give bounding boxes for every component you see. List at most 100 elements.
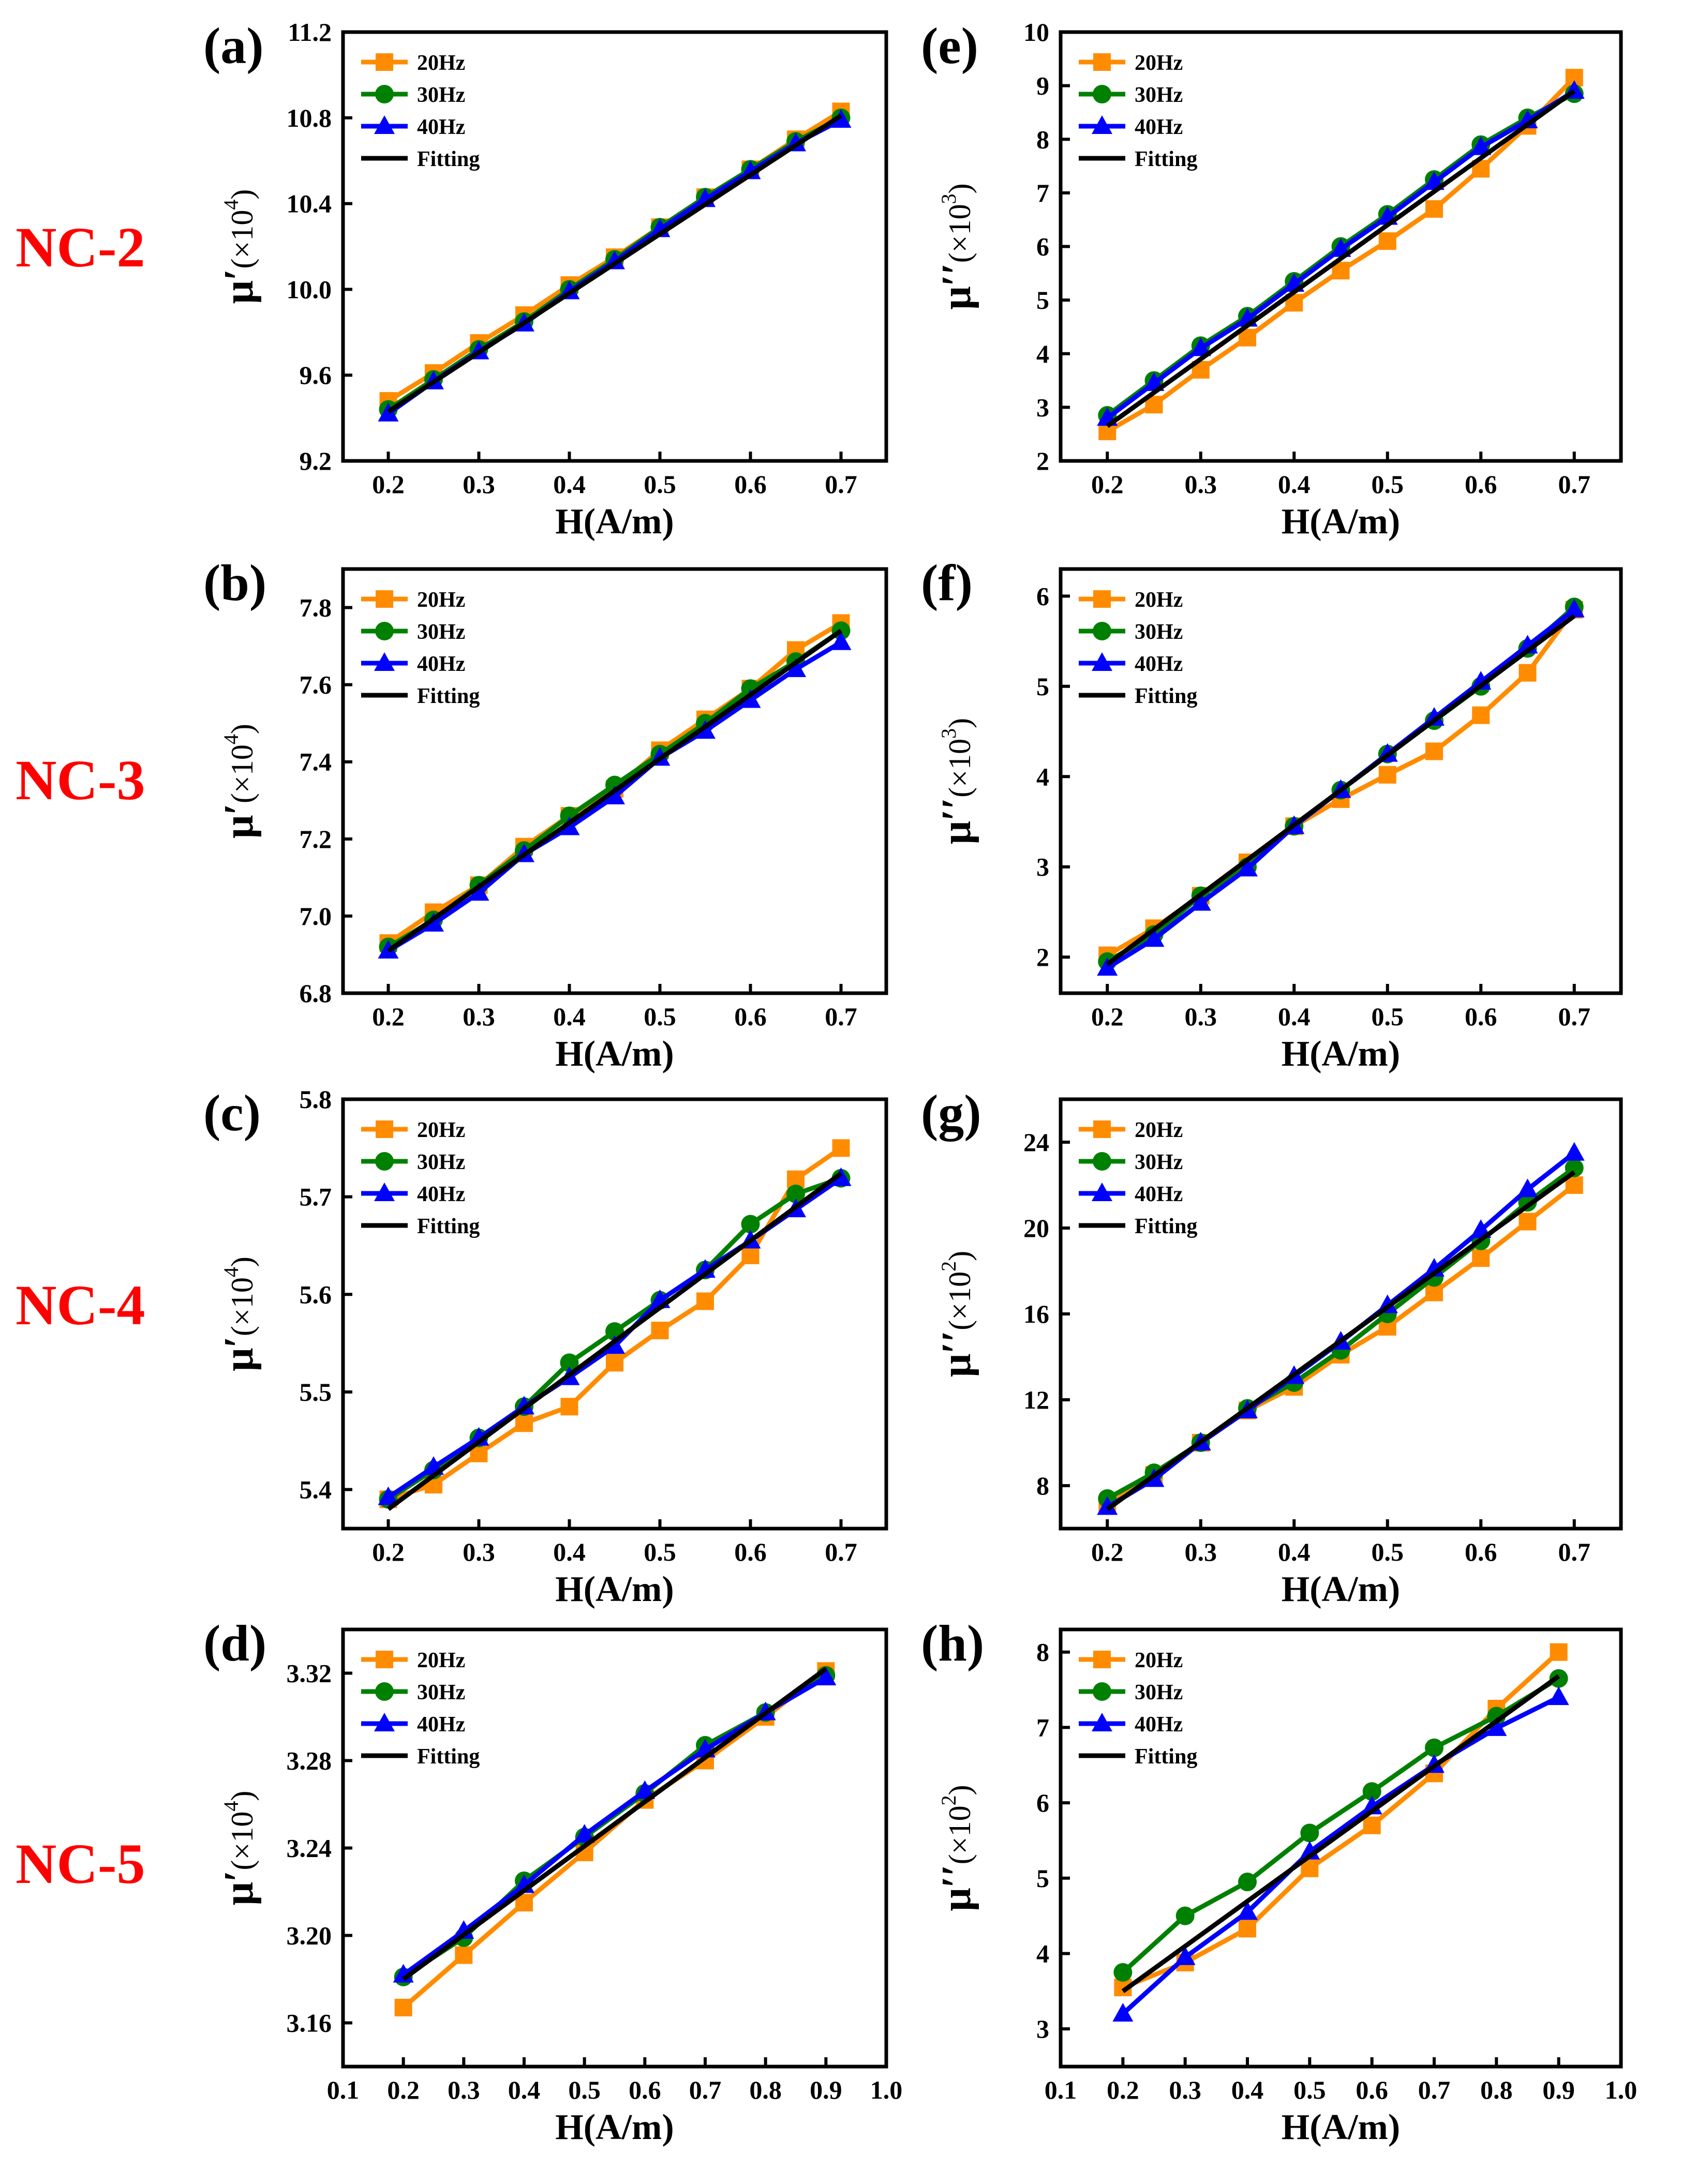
data-point-40Hz — [1174, 1946, 1196, 1965]
fitting-line — [1106, 614, 1576, 966]
y-axis-label-symbol: μ′ — [216, 1336, 262, 1371]
x-tick-label: 0.6 — [734, 1002, 767, 1031]
data-point-20Hz — [1378, 232, 1396, 250]
panel-letter: (c) — [203, 1084, 261, 1142]
plot-frame — [1059, 567, 1623, 995]
legend: 20Hz 30Hz 40Hz Fitting — [1079, 1649, 1197, 1769]
data-point-40Hz — [468, 882, 489, 901]
data-point-40Hz — [1424, 707, 1445, 726]
x-tick-label: 0.1 — [327, 2075, 360, 2104]
y-tick-label: 10.8 — [287, 103, 332, 132]
legend-marker — [375, 622, 394, 640]
x-tick-label: 0.3 — [1185, 470, 1217, 499]
legend-marker — [374, 652, 395, 671]
x-tick-label: 0.7 — [1418, 2075, 1451, 2104]
x-tick-label: 0.3 — [1185, 1537, 1217, 1566]
y-axis-label-close: ) — [943, 183, 977, 193]
panel-letter: (d) — [203, 1614, 266, 1672]
fitting-line — [1106, 89, 1576, 428]
legend-label: Fitting — [417, 1215, 480, 1238]
x-tick-label: 0.5 — [1293, 2075, 1326, 2104]
legend-label: 40Hz — [1135, 1183, 1183, 1206]
x-tick-label: 0.5 — [568, 2075, 601, 2104]
data-point-40Hz — [1486, 1717, 1507, 1736]
data-point-40Hz — [378, 402, 399, 422]
data-point-20Hz — [1519, 664, 1537, 682]
data-point-40Hz — [1097, 957, 1118, 976]
x-axis-label: H(A/m) — [1282, 502, 1400, 542]
y-tick-label: 3.20 — [287, 1921, 332, 1950]
legend-label: 30Hz — [417, 620, 465, 644]
x-tick-label: 0.7 — [1558, 1537, 1591, 1566]
x-axis-label: H(A/m) — [1282, 1034, 1400, 1074]
y-tick-label: 9.2 — [300, 446, 332, 475]
y-tick-label: 3.16 — [287, 2009, 332, 2038]
y-axis-label-close: ) — [225, 1256, 259, 1267]
legend-label: 20Hz — [1135, 588, 1183, 612]
panel-letter: (a) — [203, 17, 264, 74]
x-tick-label: 0.7 — [689, 2075, 722, 2104]
y-axis-label-symbol: μ′ — [216, 1870, 262, 1905]
y-tick-label: 5.8 — [300, 1085, 332, 1114]
y-tick-label: 10.4 — [287, 189, 332, 218]
y-tick-label: 12 — [1023, 1385, 1049, 1414]
data-point-40Hz — [604, 1335, 625, 1354]
legend-marker — [1093, 622, 1111, 640]
y-tick-label: 3 — [1036, 393, 1049, 422]
legend-marker — [376, 53, 393, 71]
x-tick-label: 0.4 — [553, 1537, 586, 1566]
x-tick-label: 0.7 — [1558, 470, 1591, 499]
data-point-40Hz — [1564, 599, 1585, 618]
data-point-40Hz — [423, 913, 444, 932]
legend-label: 40Hz — [417, 652, 465, 676]
legend-label: Fitting — [417, 684, 480, 708]
panel-letter: (f) — [921, 554, 973, 611]
series-line-40Hz — [1121, 1695, 1560, 2016]
legend-marker — [1092, 1183, 1112, 1201]
data-point-30Hz — [1113, 1963, 1133, 1982]
y-axis-label-symbol: μ′ — [216, 268, 262, 304]
y-tick-label: 10.0 — [287, 275, 332, 304]
data-point-30Hz — [786, 1184, 805, 1203]
data-point-40Hz — [453, 1920, 474, 1939]
data-point-40Hz — [1470, 136, 1492, 155]
plot-frame — [341, 567, 888, 995]
data-point-20Hz — [696, 1292, 714, 1310]
y-tick-label: 7.6 — [300, 670, 332, 699]
data-point-40Hz — [378, 1486, 399, 1505]
x-tick-label: 0.6 — [1465, 1537, 1497, 1566]
fitting-line — [1106, 1170, 1576, 1512]
y-tick-label: 5 — [1036, 286, 1049, 315]
y-axis-label: μ′′(×103) — [934, 718, 979, 844]
y-axis-label-scale: (×10 — [225, 744, 259, 803]
fitting-line — [387, 113, 842, 414]
legend: 20Hz 30Hz 40Hz Fitting — [1079, 588, 1197, 708]
legend-label: 40Hz — [1135, 1713, 1183, 1737]
x-tick-label: 0.4 — [1278, 1537, 1311, 1566]
y-axis-label-symbol: μ′′ — [934, 798, 979, 844]
data-point-20Hz — [1472, 706, 1490, 724]
y-axis-label: μ′′(×103) — [934, 183, 979, 309]
x-tick-label: 0.6 — [629, 2075, 661, 2104]
x-tick-label: 0.6 — [1465, 1002, 1497, 1031]
y-axis-label: μ′(×104) — [216, 189, 262, 304]
panel-letter: (g) — [921, 1084, 981, 1142]
x-tick-label: 0.5 — [1372, 470, 1404, 499]
y-axis-label-exponent: 2 — [937, 1795, 960, 1805]
data-point-30Hz — [741, 1215, 760, 1234]
x-tick-label: 0.6 — [734, 470, 767, 499]
x-tick-label: 0.3 — [463, 1002, 495, 1031]
data-point-20Hz — [394, 1998, 412, 2016]
data-point-20Hz — [741, 1246, 760, 1264]
fitting-line — [386, 629, 843, 953]
legend-label: 20Hz — [417, 1649, 465, 1672]
x-tick-label: 0.2 — [1091, 1537, 1124, 1566]
legend-label: 20Hz — [1135, 1649, 1183, 1672]
legend-marker — [1093, 1651, 1111, 1668]
y-tick-label: 4 — [1036, 762, 1049, 791]
y-tick-label: 8 — [1036, 125, 1049, 154]
row-label-nc4: NC-4 — [16, 1274, 145, 1337]
x-tick-label: 0.6 — [1465, 470, 1497, 499]
data-point-40Hz — [1517, 1178, 1538, 1198]
